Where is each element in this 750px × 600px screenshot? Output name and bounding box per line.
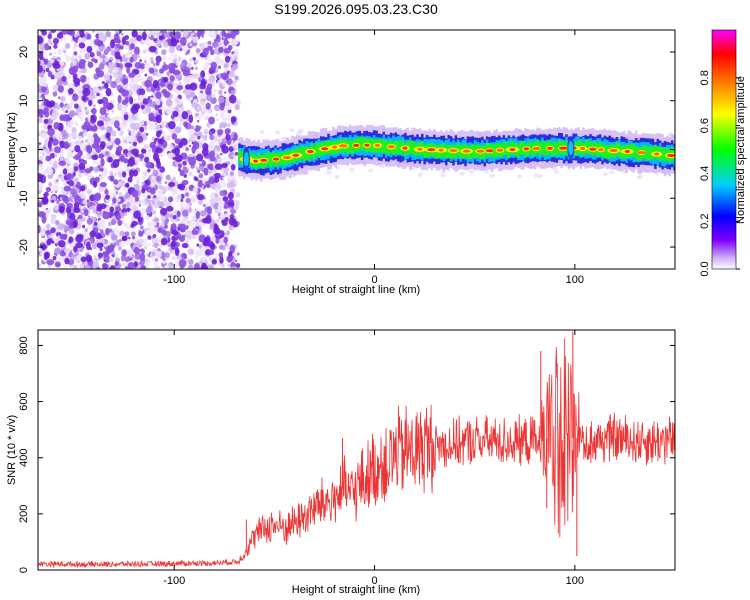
spectrogram-ytick-label: 10 (18, 95, 30, 107)
snr-xlabel: Height of straight line (km) (292, 584, 420, 596)
spectrogram-ytick-label: 20 (18, 46, 30, 58)
spectrogram-image (38, 30, 675, 269)
colorbar-tick-label: 0.8 (699, 70, 711, 85)
snr-plot (38, 331, 675, 569)
snr-series-line (38, 338, 675, 569)
snr-xtick-label: -100 (163, 575, 185, 587)
snr-frame (37, 329, 676, 571)
spectrogram-ytick-label: 0 (18, 146, 30, 152)
colorbar-tick-label: 0.4 (699, 166, 711, 181)
snr-ytick-label: 200 (18, 505, 30, 523)
snr-ytick-label: 0 (18, 567, 30, 573)
colorbar-tick-label: 0.6 (699, 118, 711, 133)
colorbar-label: Normalized spectral amplitude (735, 76, 747, 224)
colorbar-ticks: 0.0 0.2 0.4 0.6 0.8 (699, 70, 740, 277)
colorbar-tick-label: 0.0 (699, 261, 711, 276)
snr-ytick-label: 800 (18, 336, 30, 354)
spectrogram-ytick-label: -10 (18, 190, 30, 206)
colorbar-gradient (711, 29, 737, 270)
snr-ytick-label: 600 (18, 392, 30, 410)
snr-plot-area (38, 330, 675, 570)
colorbar-tick-label: 0.2 (699, 214, 711, 229)
colorbar: 0.0 0.2 0.4 0.6 0.8 Normalized spectral ampl… (699, 29, 747, 277)
snr-xtick-label: 100 (566, 575, 584, 587)
spectrogram-xtick-label: 100 (566, 274, 584, 286)
snr-xtick-label: 0 (371, 575, 377, 587)
spectrogram-xtick-label: 0 (371, 274, 377, 286)
snr-ytick-label: 400 (18, 449, 30, 467)
snr-panel: -100 0 100 0 200 400 600 800 Height of straight… (6, 329, 676, 596)
snr-ylabel: SNR (10 * v/v) (6, 415, 18, 485)
spectrogram-xlabel: Height of straight line (km) (292, 284, 420, 296)
spectrogram-ytick-label: -20 (18, 239, 30, 255)
snr-axes: -100 0 100 0 200 400 600 800 (18, 330, 675, 587)
figure-title: S199.2026.095.03.23.C30 (274, 1, 438, 17)
spectrogram-ylabel: Frequency (Hz) (6, 112, 18, 188)
spectrogram-xtick-label: -100 (163, 274, 185, 286)
